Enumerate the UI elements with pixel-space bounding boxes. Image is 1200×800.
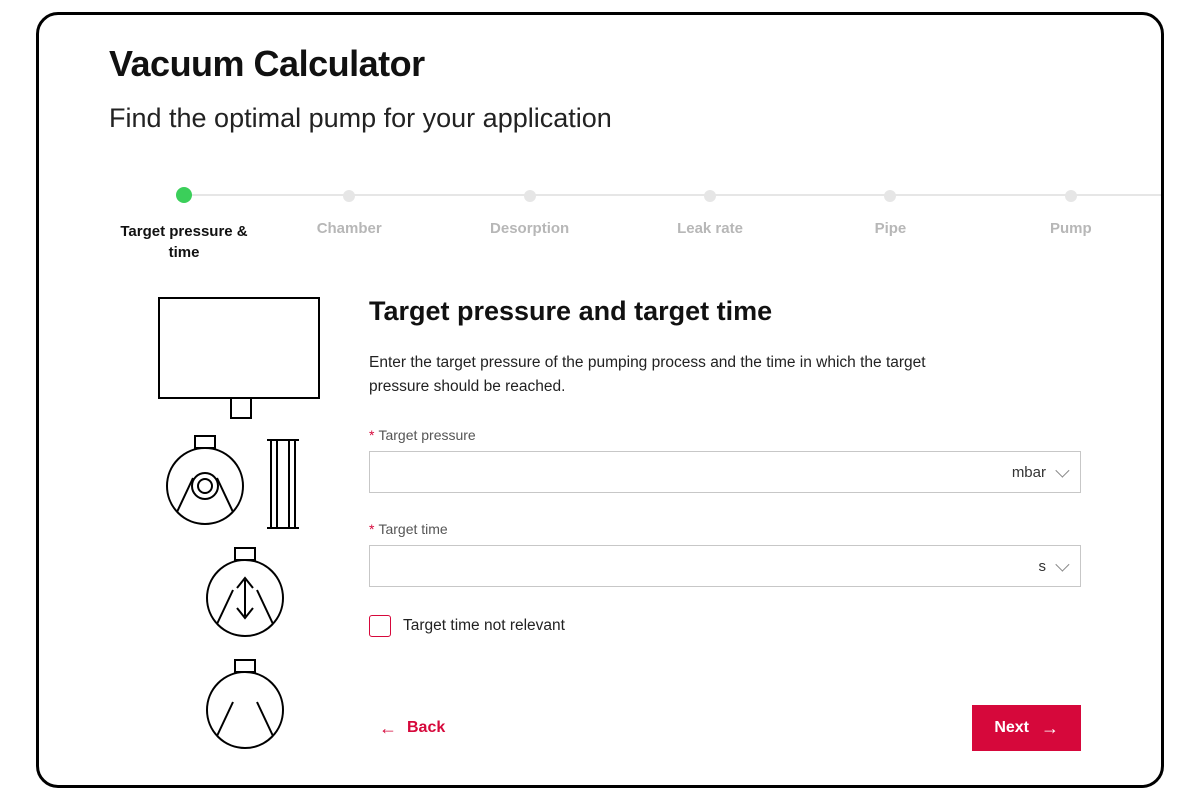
target-pressure-unit-select[interactable]: mbar (1002, 452, 1080, 492)
step-dot-icon (884, 190, 896, 202)
step-label: Target pressure &time (109, 221, 259, 263)
chevron-down-icon (1055, 464, 1069, 478)
target-pressure-input[interactable] (370, 452, 1002, 492)
step-dot-icon (704, 190, 716, 202)
next-button[interactable]: Next → (972, 705, 1081, 751)
field-label: *Target time (369, 521, 1081, 537)
unit-label: mbar (1012, 464, 1046, 481)
time-not-relevant-checkbox[interactable] (369, 615, 391, 637)
target-time-input[interactable] (370, 546, 1029, 586)
step-label: Leak rate (620, 218, 800, 239)
required-marker: * (369, 427, 374, 443)
unit-label: s (1039, 558, 1047, 575)
chevron-down-icon (1055, 558, 1069, 572)
required-marker: * (369, 521, 374, 537)
back-button[interactable]: ← Back (369, 719, 445, 737)
target-time-unit-select[interactable]: s (1029, 546, 1081, 586)
checkbox-label: Target time not relevant (403, 617, 565, 635)
field-target-pressure: *Target pressure mbar (369, 427, 1081, 493)
step-target-pressure-time[interactable]: Target pressure &time (109, 186, 259, 263)
step-pipe[interactable]: Pipe (800, 186, 980, 263)
step-label: Chamber (259, 218, 439, 239)
next-button-label: Next (994, 719, 1029, 737)
step-pump[interactable]: Pump (981, 186, 1161, 263)
system-diagram (109, 290, 359, 776)
time-not-relevant-row: Target time not relevant (369, 615, 1081, 637)
step-label: Desorption (439, 218, 619, 239)
field-label: *Target pressure (369, 427, 1081, 443)
arrow-left-icon: ← (379, 719, 397, 737)
arrow-right-icon: → (1041, 719, 1059, 737)
step-label: Pump (981, 218, 1161, 239)
section-description: Enter the target pressure of the pumping… (369, 351, 969, 399)
step-dot-icon (343, 190, 355, 202)
step-desorption[interactable]: Desorption (439, 186, 619, 263)
step-dot-icon (176, 187, 192, 203)
section-title: Target pressure and target time (369, 296, 1081, 327)
page-subtitle: Find the optimal pump for your applicati… (109, 103, 1091, 134)
step-dot-icon (1065, 190, 1077, 202)
app-frame: Vacuum Calculator Find the optimal pump … (36, 12, 1164, 788)
field-target-time: *Target time s (369, 521, 1081, 587)
step-chamber[interactable]: Chamber (259, 186, 439, 263)
step-dot-icon (524, 190, 536, 202)
page-title: Vacuum Calculator (109, 43, 1091, 85)
step-leak-rate[interactable]: Leak rate (620, 186, 800, 263)
step-label: Pipe (800, 218, 980, 239)
back-button-label: Back (407, 719, 445, 737)
progress-bar: Target pressure &time Chamber Desorption… (109, 186, 1091, 266)
